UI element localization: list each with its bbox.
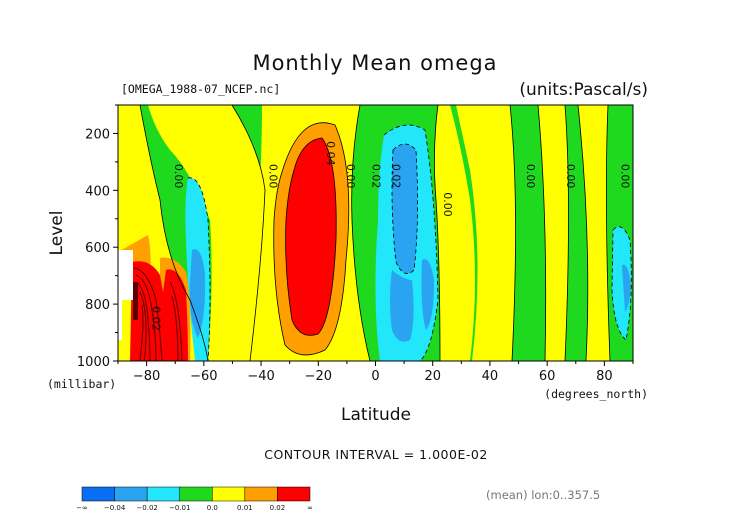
chart-title: Monthly Mean omega	[252, 51, 497, 75]
contour-label: 0.00	[172, 164, 185, 189]
y-tick-label: 800	[85, 298, 110, 313]
contour-label: 0.04	[324, 141, 337, 166]
contour-label: 0.02	[370, 164, 383, 189]
x-tick-label: −80	[133, 369, 160, 384]
x-tick-label: −40	[247, 369, 274, 384]
negative-region-moderate	[189, 144, 631, 342]
colorbar-label: −0.01	[169, 504, 190, 512]
colorbar-swatch	[146, 486, 180, 502]
contour-label: 0.00	[564, 164, 577, 189]
contour-interval-label: CONTOUR INTERVAL = 1.000E-02	[264, 447, 488, 462]
colorbar-swatch	[277, 486, 311, 502]
contour-lines	[139, 105, 611, 361]
dark-core	[133, 282, 138, 320]
missing-data-patch	[118, 250, 133, 340]
contour-label: 0.00	[344, 164, 357, 189]
y-tick-label: 400	[85, 184, 110, 199]
antarctic-contours	[133, 267, 183, 361]
colorbar-label: −0.04	[104, 504, 126, 512]
colorbar-swatch	[81, 486, 115, 502]
contour-label: 0.02	[149, 306, 162, 331]
negative-contour-lines	[187, 124, 632, 361]
x-tick-label: −20	[305, 369, 332, 384]
colorbar-swatch	[179, 486, 213, 502]
colorbar-label: −0.02	[136, 504, 157, 512]
colorbar-swatch	[212, 486, 246, 502]
source-file-label: [OMEGA_1988-07_NCEP.nc]	[121, 82, 280, 96]
units-label: (units:Pascal/s)	[519, 80, 648, 100]
y-unit-label: (millibar)	[47, 377, 116, 391]
contour-label: 0.00	[267, 164, 280, 189]
contour-label: 0.00	[619, 164, 632, 189]
y-tick-label: 200	[85, 127, 110, 142]
x-axis: −80 −60 −40 −20 0 20 40 60 80	[117, 361, 634, 384]
x-axis-title: Latitude	[341, 405, 411, 425]
contour-label: 0.02	[390, 164, 403, 189]
x-tick-label: 80	[596, 369, 613, 384]
colorbar-label: 0.01	[237, 504, 253, 512]
x-tick-label: 0	[371, 369, 379, 384]
x-unit-label: (degrees_north)	[544, 387, 648, 401]
colorbar-label: 0.0	[207, 504, 218, 512]
contour-label: 0.00	[524, 164, 537, 189]
contour-labels: 0.00 0.00 0.04 0.00 0.02 0.02 0.00 0.00 0.00 0.00…	[149, 141, 631, 330]
y-axis-title: Level	[47, 211, 67, 256]
colorbar-label: ∞	[307, 504, 313, 512]
x-tick-label: −60	[190, 369, 217, 384]
colorbar-label: −∞	[76, 504, 88, 512]
x-tick-label: 20	[424, 369, 441, 384]
colorbar: −∞ −0.04 −0.02 −0.01 0.0 0.01 0.02 ∞	[76, 486, 313, 512]
colorbar-label: 0.02	[270, 504, 286, 512]
x-tick-label: 60	[539, 369, 556, 384]
y-axis: 200 400 600 800 1000	[77, 104, 118, 370]
mean-note: (mean) lon:0..357.5	[486, 488, 600, 502]
y-tick-label: 1000	[77, 355, 110, 370]
contour-label: 0.00	[441, 192, 454, 217]
colorbar-swatch	[244, 486, 278, 502]
contour-field: 0.00 0.00 0.04 0.00 0.02 0.02 0.00 0.00 0.00 0.00…	[118, 105, 633, 361]
x-tick-label: 40	[482, 369, 499, 384]
positive-region-strong	[118, 122, 349, 361]
colorbar-swatch	[114, 486, 148, 502]
y-tick-label: 600	[85, 241, 110, 256]
